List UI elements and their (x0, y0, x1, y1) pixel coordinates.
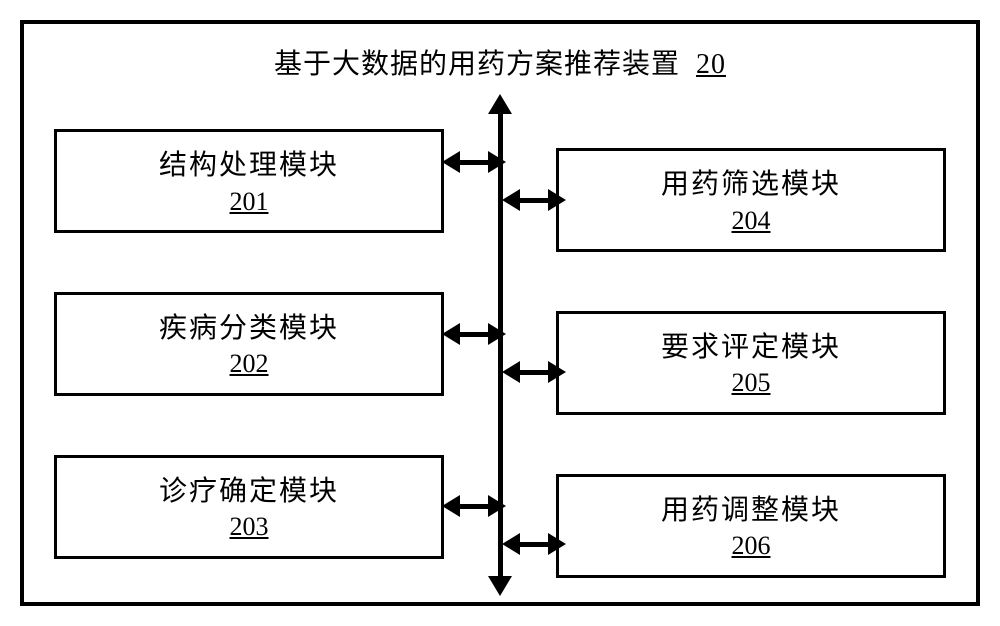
module-201: 结构处理模块 201 (54, 129, 444, 233)
arrowhead-right-icon (488, 495, 506, 517)
module-number: 203 (57, 510, 441, 544)
module-205: 要求评定模块 205 (556, 311, 946, 415)
module-number: 204 (559, 204, 943, 238)
arrowhead-down-icon (488, 576, 512, 596)
module-number: 206 (559, 529, 943, 563)
module-number: 202 (57, 347, 441, 381)
arrowhead-right-icon (488, 151, 506, 173)
diagram-title-text: 基于大数据的用药方案推荐装置 (274, 49, 680, 80)
connector-204 (504, 188, 564, 212)
connector-bar (458, 504, 490, 509)
connector-bar (518, 370, 550, 375)
module-label: 疾病分类模块 (57, 311, 441, 347)
arrowhead-right-icon (548, 533, 566, 555)
module-label: 要求评定模块 (559, 330, 943, 366)
module-203: 诊疗确定模块 203 (54, 455, 444, 559)
module-number: 201 (57, 185, 441, 219)
diagram-outer-frame: 基于大数据的用药方案推荐装置 20 结构处理模块 201 疾病分类模块 202 … (20, 20, 980, 606)
module-label: 诊疗确定模块 (57, 474, 441, 510)
connector-bar (518, 542, 550, 547)
connector-bar (458, 332, 490, 337)
diagram-title: 基于大数据的用药方案推荐装置 20 (24, 24, 976, 82)
connector-205 (504, 360, 564, 384)
module-number: 205 (559, 366, 943, 400)
module-202: 疾病分类模块 202 (54, 292, 444, 396)
connector-203 (444, 494, 504, 518)
connector-202 (444, 322, 504, 346)
diagram-title-number: 20 (696, 49, 726, 80)
arrowhead-right-icon (548, 189, 566, 211)
arrowhead-right-icon (548, 361, 566, 383)
connector-bar (518, 198, 550, 203)
module-label: 用药筛选模块 (559, 167, 943, 203)
arrowhead-right-icon (488, 323, 506, 345)
connector-201 (444, 150, 504, 174)
module-204: 用药筛选模块 204 (556, 148, 946, 252)
right-column: 用药筛选模块 204 要求评定模块 205 用药调整模块 206 (556, 94, 946, 602)
module-206: 用药调整模块 206 (556, 474, 946, 578)
connector-206 (504, 532, 564, 556)
left-column: 结构处理模块 201 疾病分类模块 202 诊疗确定模块 203 (54, 94, 444, 602)
connector-bar (458, 160, 490, 165)
module-label: 用药调整模块 (559, 493, 943, 529)
module-label: 结构处理模块 (57, 148, 441, 184)
